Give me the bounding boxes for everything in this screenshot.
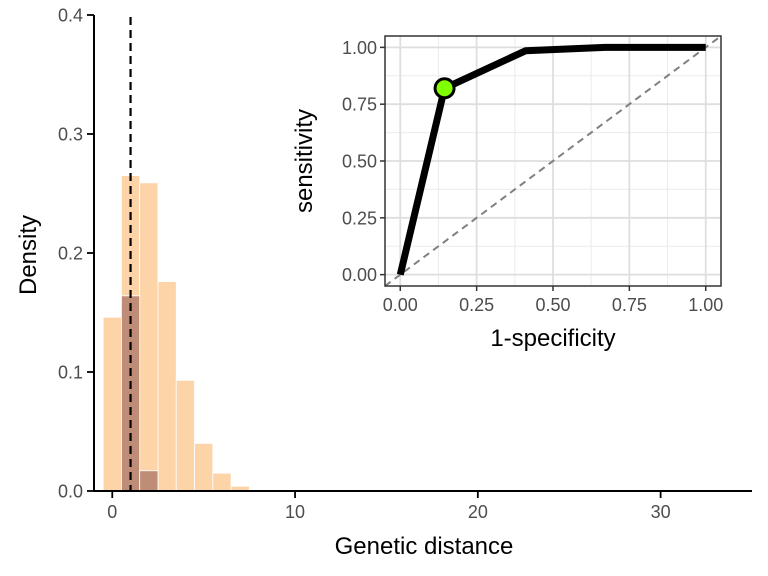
inset-y-axis-ticks: 0.00 0.25 0.50 0.75 1.00: [342, 38, 385, 285]
inset-grid: [385, 36, 721, 286]
inset-x-tick-label: 0.25: [459, 295, 494, 315]
inset-x-tick-label: 0.00: [383, 295, 418, 315]
inset-x-tick-label: 0.75: [612, 295, 647, 315]
histogram-bar: [194, 442, 214, 492]
x-tick-label: 10: [285, 502, 305, 522]
inset-y-tick-label: 0.50: [342, 152, 377, 172]
x-tick-label: 20: [468, 502, 488, 522]
inset-y-tick-label: 0.00: [342, 265, 377, 285]
x-tick-label: 30: [651, 502, 671, 522]
reference-diagonal-line: [384, 35, 722, 287]
y-axis-title: Density: [15, 215, 42, 295]
inset-y-axis-title: sensitivity: [291, 109, 318, 213]
inset-x-tick-label: 1.00: [688, 295, 723, 315]
inset-y-tick-label: 0.75: [342, 95, 377, 115]
roc-curve-line: [396, 43, 706, 276]
inset-y-tick-label: 0.25: [342, 208, 377, 228]
y-axis-ticks: 0.0 0.1 0.2 0.3 0.4: [58, 6, 94, 502]
inset-y-tick-label: 1.00: [342, 38, 377, 58]
histogram-bars-series-2: [121, 295, 159, 492]
y-tick-label: 0.1: [58, 363, 83, 383]
histogram-bar: [175, 379, 195, 492]
optimal-threshold-point: [433, 77, 456, 100]
y-tick-label: 0.0: [58, 482, 83, 502]
histogram-bar: [139, 470, 159, 492]
histogram-bar: [102, 316, 122, 492]
histogram-bar: [139, 182, 159, 492]
x-axis-title: Genetic distance: [335, 533, 514, 560]
inset-x-axis-title: 1-specificity: [490, 325, 615, 352]
x-axis-ticks: 0 10 20 30: [107, 491, 671, 522]
histogram-bar: [157, 281, 177, 492]
y-tick-label: 0.3: [58, 125, 83, 145]
histogram-panel: 0.0 0.1 0.2 0.3 0.4 0 10 20 30 Genetic distance…: [15, 6, 752, 560]
histogram-bar: [212, 472, 232, 492]
y-tick-label: 0.2: [58, 244, 83, 264]
inset-x-tick-label: 0.50: [535, 295, 570, 315]
roc-inset-panel: 0.00 0.25 0.50 0.75 1.00 0.00 0.25 0.50 0.75 1.0…: [291, 35, 723, 352]
inset-x-axis-ticks: 0.00 0.25 0.50 0.75 1.00: [383, 286, 723, 315]
y-tick-label: 0.4: [58, 6, 83, 26]
x-tick-label: 0: [107, 502, 117, 522]
